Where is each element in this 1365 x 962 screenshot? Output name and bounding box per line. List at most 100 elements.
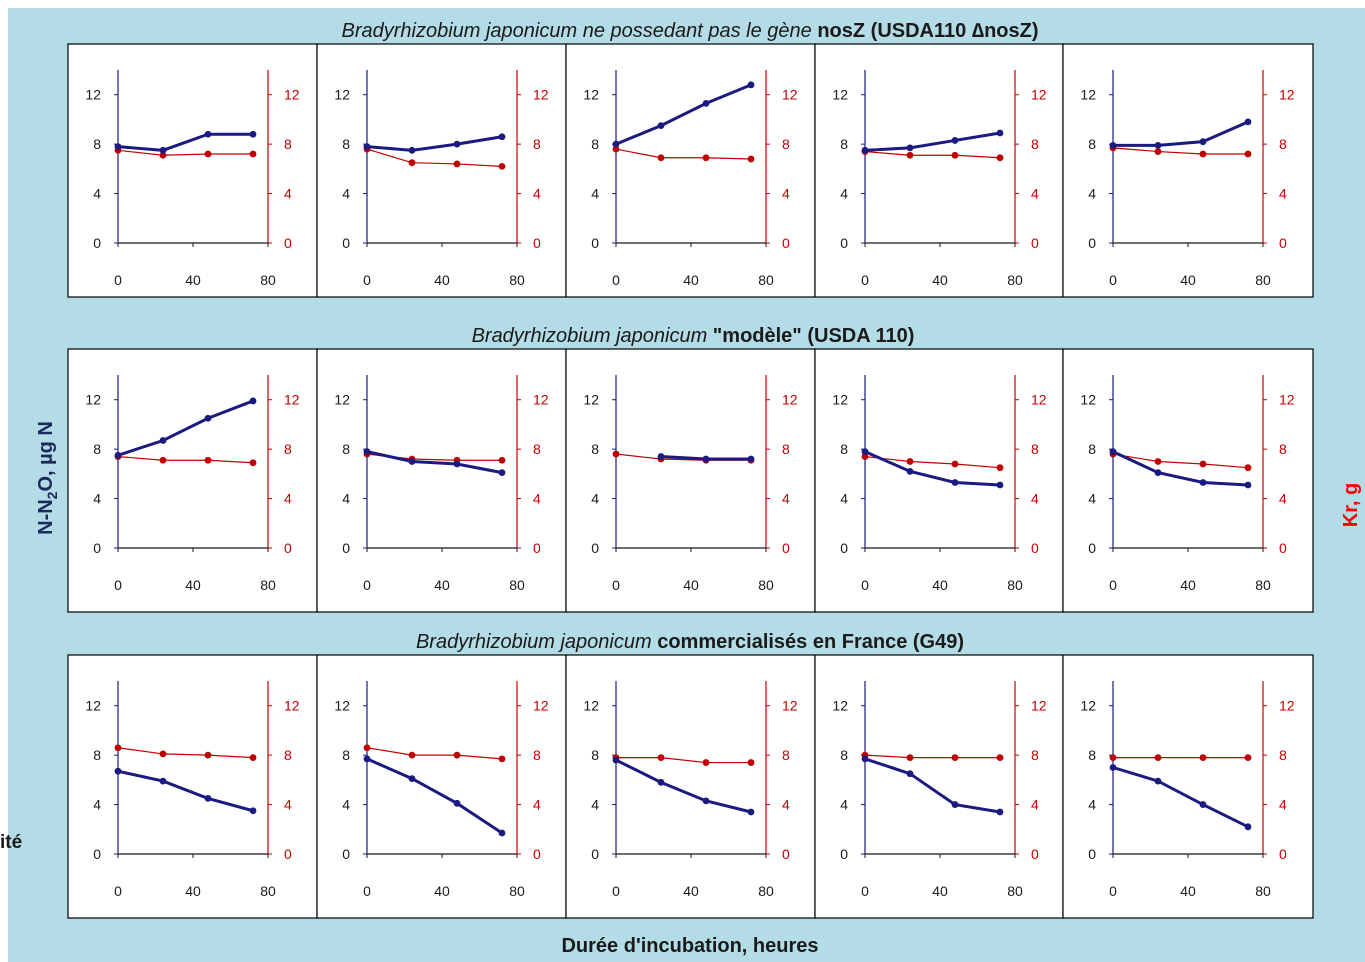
n2o-series-line [864, 450, 1001, 487]
left-tick-label: 12 [832, 392, 848, 408]
n2o-series-point [612, 140, 620, 148]
kr-series-point [1199, 754, 1207, 762]
right-tick-label: 4 [533, 186, 541, 202]
left-tick-label: 0 [342, 540, 350, 556]
n2o-series-point [996, 129, 1004, 137]
clipped-edge-text: ité [0, 832, 23, 853]
x-tick-label: 80 [1007, 883, 1023, 899]
right-tick-label: 4 [284, 186, 292, 202]
left-tick-label: 8 [840, 136, 848, 152]
n2o-series-point [747, 808, 755, 816]
x-tick-label: 80 [1255, 272, 1271, 288]
right-tick-label: 4 [1279, 491, 1287, 507]
x-tick-label: 0 [363, 577, 371, 593]
left-tick-label: 0 [1088, 846, 1096, 862]
left-tick-label: 8 [93, 747, 101, 763]
n2o-series-point [996, 481, 1004, 489]
panel-frame [814, 43, 1064, 298]
panel-r1-c5: 0 0 4 4 8 8 12 12 0 40 80 [1062, 43, 1314, 298]
x-tick-label: 80 [1255, 577, 1271, 593]
x-tick-label: 80 [758, 272, 774, 288]
kr-series-point [453, 751, 461, 759]
x-tick-label: 80 [509, 577, 525, 593]
n2o-series-line [366, 135, 503, 152]
kr-series-point [204, 751, 212, 759]
x-tick-label: 80 [509, 883, 525, 899]
left-tick-label: 8 [342, 441, 350, 457]
right-tick-label: 8 [284, 136, 292, 152]
right-tick-label: 0 [782, 235, 790, 251]
row-title-3-bold: commercialisés en France (G49) [657, 631, 964, 653]
kr-series-line [366, 747, 503, 760]
n2o-series-point [1154, 777, 1162, 785]
y-axis-right-label: Kr, g [1340, 483, 1362, 527]
panel-frame [565, 654, 816, 919]
right-tick-label: 8 [1031, 136, 1039, 152]
right-tick-label: 4 [1031, 186, 1039, 202]
x-tick-label: 40 [932, 272, 948, 288]
left-tick-label: 0 [840, 846, 848, 862]
right-tick-label: 8 [782, 136, 790, 152]
x-tick-label: 0 [114, 272, 122, 288]
right-tick-label: 0 [533, 846, 541, 862]
x-tick-label: 40 [1180, 272, 1196, 288]
n2o-series-point [204, 794, 212, 802]
right-tick-label: 4 [782, 186, 790, 202]
kr-series-point [612, 450, 620, 458]
n2o-series-point [114, 143, 122, 151]
panel-frame [316, 654, 567, 919]
n2o-series-point [951, 479, 959, 486]
x-tick-label: 0 [1109, 883, 1117, 899]
right-tick-label: 0 [1279, 846, 1287, 862]
n2o-series-point [996, 808, 1004, 816]
panel-r2-c2: 0 0 4 4 8 8 12 12 0 40 80 [316, 348, 567, 613]
kr-series-point [951, 460, 959, 468]
right-tick-label: 8 [1031, 441, 1039, 457]
right-tick-label: 12 [533, 87, 549, 103]
kr-series-line [117, 149, 253, 156]
left-tick-label: 8 [93, 441, 101, 457]
right-tick-label: 8 [1031, 747, 1039, 763]
right-tick-label: 12 [284, 87, 300, 103]
right-tick-label: 12 [782, 392, 798, 408]
n2o-series-point [1199, 801, 1207, 808]
x-tick-label: 0 [612, 577, 620, 593]
left-tick-label: 8 [1088, 136, 1096, 152]
n2o-series-line [1113, 120, 1249, 147]
panel-frame [316, 348, 567, 613]
right-tick-label: 0 [284, 540, 292, 556]
n2o-series-point [453, 140, 461, 148]
panel-r3-c5: 0 0 4 4 8 8 12 12 0 40 80 [1062, 654, 1314, 919]
x-tick-label: 80 [1255, 883, 1271, 899]
panel-r3-c1: 0 0 4 4 8 8 12 12 0 40 80 [67, 654, 318, 919]
n2o-series-point [702, 99, 710, 107]
kr-series-point [996, 464, 1004, 472]
n2o-series-point [1244, 118, 1252, 126]
kr-series-point [1244, 754, 1252, 762]
kr-series-point [1244, 150, 1252, 158]
left-tick-label: 8 [342, 136, 350, 152]
x-tick-label: 80 [260, 577, 276, 593]
panel-frame [1062, 654, 1314, 919]
panel-frame [67, 43, 318, 298]
right-tick-label: 0 [1279, 235, 1287, 251]
n2o-series-point [612, 756, 620, 764]
kr-series-point [249, 459, 257, 467]
n2o-series-point [657, 453, 665, 460]
n2o-series-point [657, 778, 665, 786]
left-tick-label: 12 [1080, 698, 1096, 714]
x-tick-label: 40 [932, 577, 948, 593]
right-tick-label: 0 [284, 235, 292, 251]
n2o-series-point [204, 414, 212, 422]
left-tick-label: 4 [591, 797, 599, 813]
x-tick-label: 0 [612, 883, 620, 899]
row-title-2-bold: "modèle" (USDA 110) [713, 325, 915, 347]
row-titles: Bradyrhizobium japonicum ne possedant pa… [341, 20, 1038, 653]
left-tick-label: 4 [342, 186, 350, 202]
left-tick-label: 12 [832, 698, 848, 714]
left-tick-label: 4 [342, 491, 350, 507]
n2o-series-point [114, 451, 122, 459]
right-tick-label: 8 [1279, 441, 1287, 457]
kr-series-line [864, 150, 1001, 159]
panel-r2-c3: 0 0 4 4 8 8 12 12 0 40 80 [565, 348, 816, 613]
